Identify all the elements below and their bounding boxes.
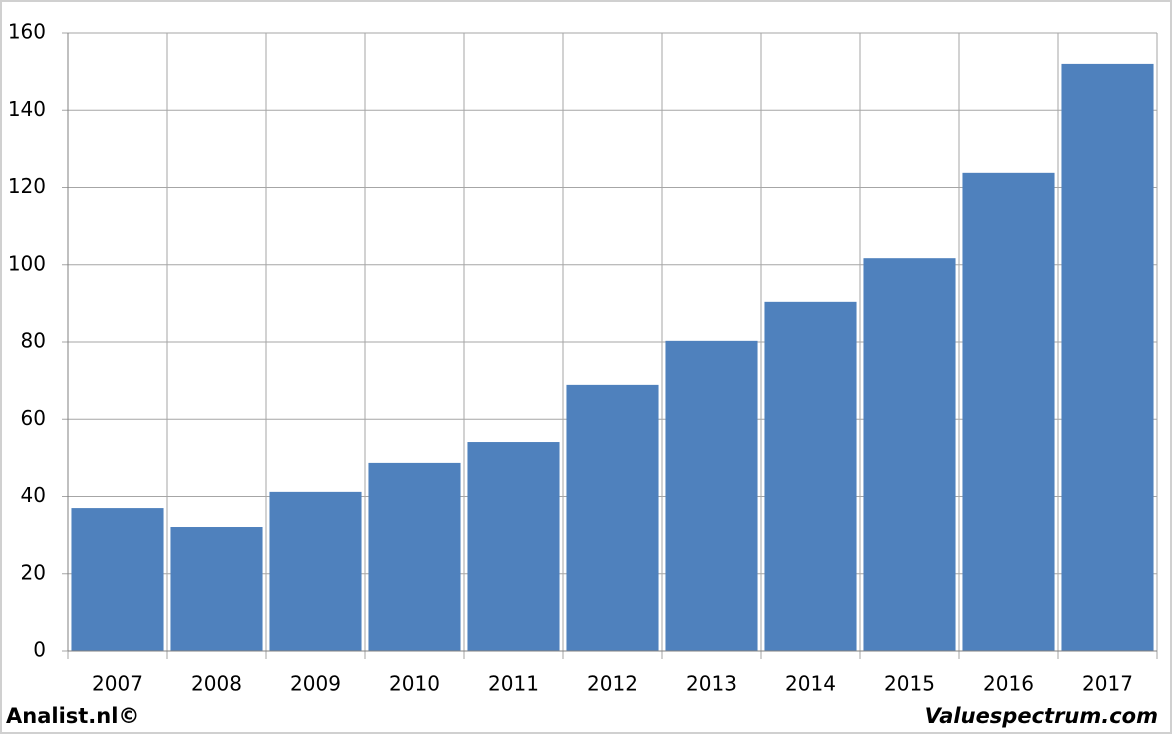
- y-tick-label: 0: [33, 638, 46, 662]
- x-tick-label: 2017: [1082, 672, 1133, 696]
- bar: [1061, 63, 1154, 651]
- x-tick-label: 2013: [686, 672, 737, 696]
- bar: [170, 527, 263, 651]
- bar: [863, 258, 956, 651]
- footer-right: Valuespectrum.com: [925, 704, 1158, 728]
- bar: [71, 508, 164, 651]
- bar: [665, 340, 758, 651]
- x-tick-label: 2014: [785, 672, 836, 696]
- bar: [764, 301, 857, 651]
- y-tick-label: 20: [21, 560, 46, 584]
- y-tick-label: 120: [8, 174, 46, 198]
- bar: [467, 442, 560, 651]
- bar: [269, 491, 362, 651]
- footer-left: Analist.nl©: [6, 704, 139, 728]
- x-tick-label: 2011: [488, 672, 539, 696]
- x-tick-label: 2009: [290, 672, 341, 696]
- y-tick-label: 140: [8, 97, 46, 121]
- x-tick-label: 2016: [983, 672, 1034, 696]
- y-tick-label: 60: [21, 406, 46, 430]
- y-tick-label: 100: [8, 251, 46, 275]
- y-tick-label: 80: [21, 329, 46, 353]
- bar: [368, 462, 461, 651]
- bar: [566, 384, 659, 651]
- x-tick-label: 2008: [191, 672, 242, 696]
- x-tick-label: 2015: [884, 672, 935, 696]
- y-tick-label: 160: [8, 20, 46, 44]
- x-tick-label: 2012: [587, 672, 638, 696]
- x-tick-label: 2007: [92, 672, 143, 696]
- bar: [962, 172, 1055, 651]
- y-tick-label: 40: [21, 483, 46, 507]
- x-tick-label: 2010: [389, 672, 440, 696]
